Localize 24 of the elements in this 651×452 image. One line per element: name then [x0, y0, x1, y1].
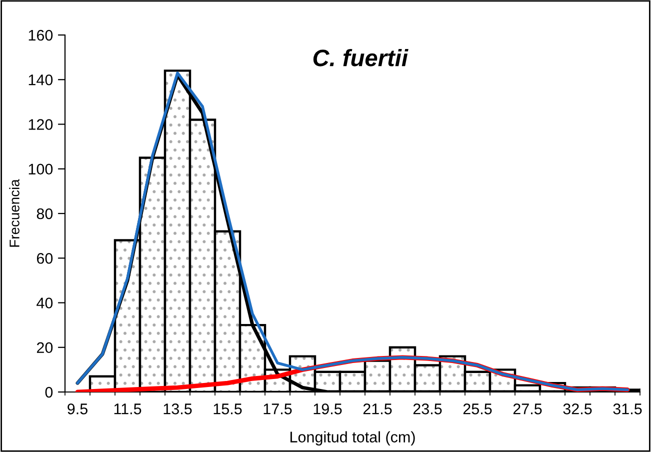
x-tick-label: 32.5 — [563, 404, 592, 414]
y-tick-label: 160 — [28, 30, 53, 41]
y-tick-label: 20 — [36, 342, 53, 354]
x-tick-label: 13.5 — [164, 404, 192, 414]
y-tick-label: 60 — [36, 252, 53, 264]
y-tick-label: 40 — [36, 298, 53, 308]
x-tick-label: 23.5 — [413, 404, 442, 414]
x-tick-label: 25.5 — [463, 404, 492, 414]
x-tick-label: 31.5 — [613, 404, 642, 414]
x-tick-label: 21.5 — [363, 404, 392, 414]
y-axis-title: Frecuencia — [9, 179, 20, 247]
x-tick-label: 15.5 — [214, 404, 242, 414]
x-tick-label: 19.5 — [314, 404, 342, 414]
y-tick-label: 80 — [36, 208, 53, 220]
y-tick-label: 100 — [28, 164, 53, 175]
y-tick-label: 140 — [28, 74, 53, 86]
x-tick-label: 9.5 — [68, 404, 88, 414]
x-tick-label: 17.5 — [264, 404, 292, 414]
x-tick-label: 11.5 — [114, 404, 142, 414]
x-axis-title: Longitud total (cm) — [290, 431, 415, 446]
x-tick-label: 27.5 — [513, 404, 542, 414]
y-tick-label: 0 — [45, 386, 53, 398]
y-tick-label: 120 — [28, 119, 53, 130]
chart-title: C. fuertii — [313, 48, 408, 66]
